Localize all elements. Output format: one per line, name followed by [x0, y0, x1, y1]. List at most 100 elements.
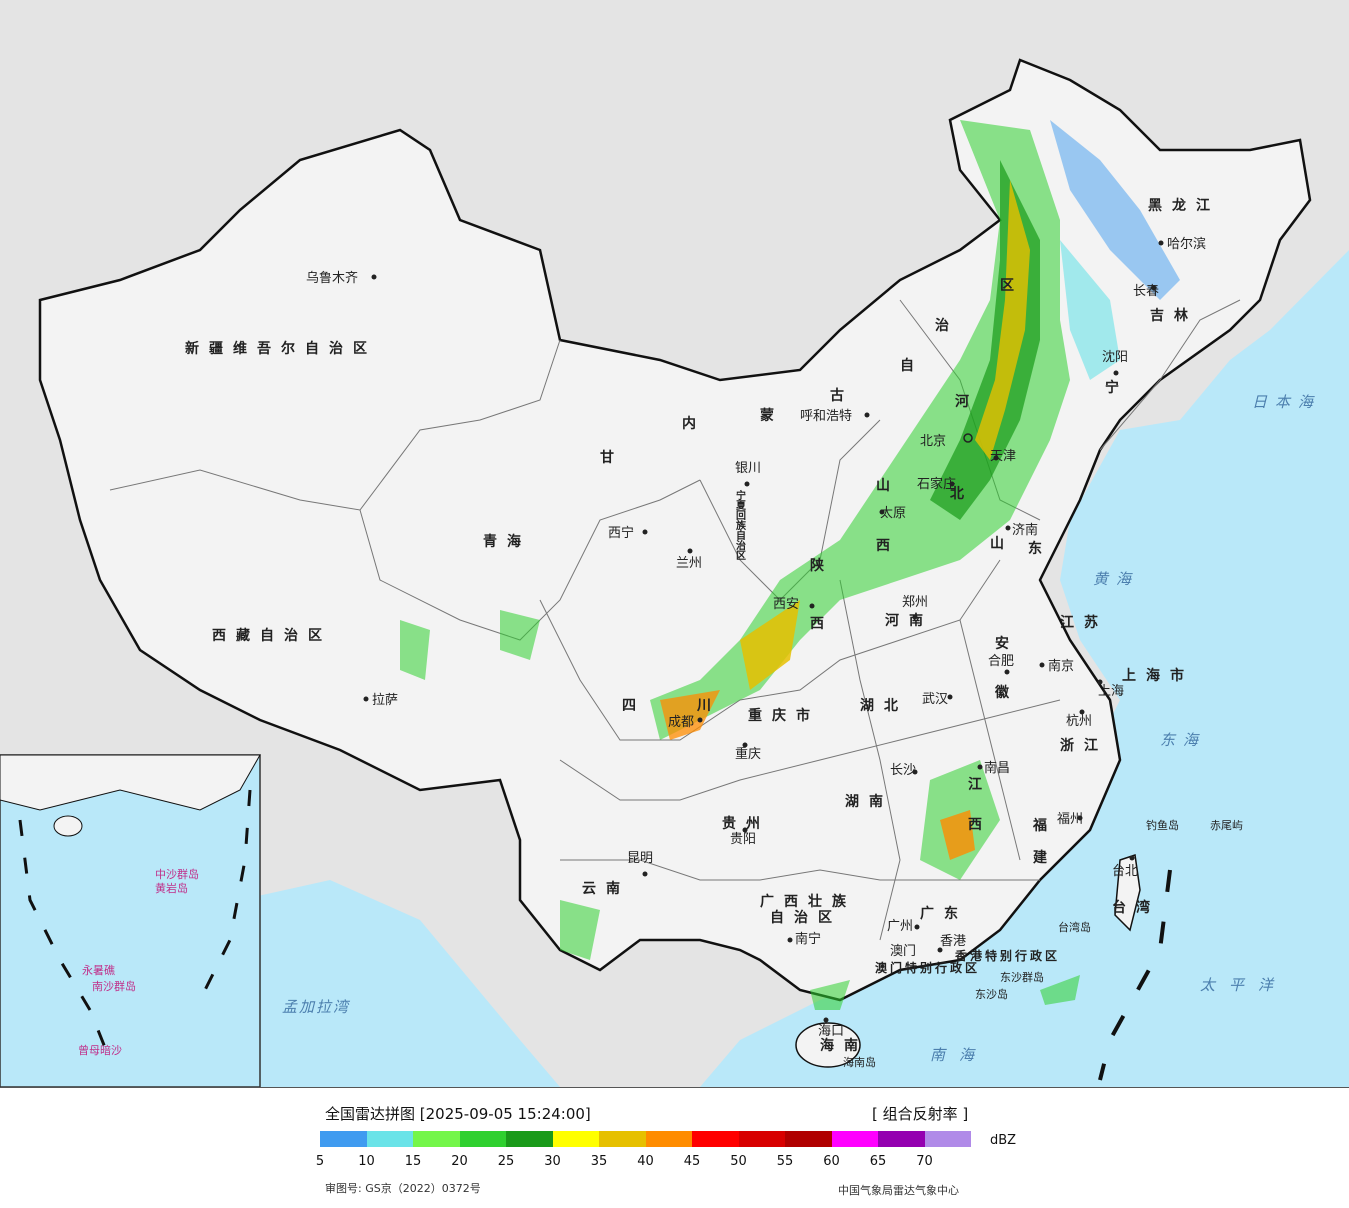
city-hongkong: 香港 [940, 934, 966, 949]
color-swatch [878, 1131, 925, 1147]
label-xizang: 西藏自治区 [212, 627, 332, 644]
city-beijing: 北京 [920, 434, 946, 449]
label-jilin: 吉林 [1150, 307, 1198, 324]
city-xian: 西安 [773, 597, 799, 612]
label-meng: 蒙 [760, 407, 784, 424]
color-scale-ticks: 5 10 15 20 25 30 35 40 45 50 55 60 65 70 [316, 1154, 1020, 1172]
label-si: 四 [622, 698, 646, 714]
island-hainan: 海南岛 [843, 1055, 876, 1069]
label-shan-dong-1: 山 [990, 536, 1014, 552]
label-hui: 徽 [994, 684, 1019, 701]
label-jiangxi-xi: 西 [968, 817, 992, 833]
island-taiwan: 台湾岛 [1058, 920, 1091, 934]
scale-tick-label: 40 [637, 1154, 654, 1169]
city-lhasa: 拉萨 [372, 693, 398, 708]
scale-tick-label: 45 [683, 1154, 701, 1169]
label-hk-sar: 香港特别行政区 [954, 948, 1060, 963]
color-scale-bar [320, 1131, 971, 1147]
data-credit: 中国气象局雷达气象中心 [838, 1184, 959, 1197]
island-huangyan: 黄岩岛 [155, 881, 188, 895]
island-dongsha-qd: 东沙群岛 [1000, 970, 1044, 984]
island-zengmu: 曾母暗沙 [78, 1043, 122, 1057]
label-bei: 北 [950, 486, 974, 502]
sea-japan: 日本海 [1252, 393, 1321, 411]
island-chiwei: 赤尾屿 [1210, 819, 1243, 832]
city-xining: 西宁 [608, 525, 634, 541]
label-shan: 山 [876, 478, 900, 494]
city-dots [363, 240, 1164, 1023]
legend-title: 全国雷达拼图 [2025-09-05 15:24:00] [325, 1105, 591, 1123]
scale-tick-label: 5 [315, 1154, 325, 1169]
scale-tick-label: 25 [497, 1154, 515, 1169]
scale-tick-label: 70 [916, 1154, 933, 1169]
label-he: 河 [955, 393, 979, 410]
map-canvas: 新疆维吾尔自治区 西藏自治区 青海 甘 内 蒙 古 自 治 区 黑龙江 吉林 宁… [0, 0, 1349, 1087]
city-hefei: 合肥 [988, 654, 1014, 669]
label-henan: 河南 [885, 612, 933, 629]
legend-panel: 全国雷达拼图 [2025-09-05 15:24:00] [ 组合反射率 ] 5… [0, 1088, 1349, 1208]
city-changsha: 长沙 [890, 763, 916, 778]
south-china-sea-inset [0, 754, 261, 1087]
city-tianjin: 天津 [990, 449, 1016, 464]
legend-unit: dBZ [990, 1133, 1017, 1148]
label-shanghai-shi: 上海市 [1122, 667, 1194, 684]
label-qinghai: 青海 [483, 533, 531, 550]
hainan-island [795, 1022, 861, 1068]
city-chongqing: 重庆 [735, 746, 761, 762]
sea-bengal: 孟加拉湾 [282, 998, 351, 1016]
label-zi: 自 [900, 357, 924, 374]
label-guangdong: 广东 [920, 905, 968, 922]
city-kunming: 昆明 [627, 851, 653, 866]
city-nanning: 南宁 [795, 931, 821, 947]
color-swatch [552, 1131, 599, 1147]
label-fu: 福 [1032, 817, 1057, 834]
city-wuhan: 武汉 [922, 692, 948, 707]
city-fuzhou: 福州 [1057, 812, 1083, 827]
label-nei: 内 [682, 415, 706, 432]
bay-of-bengal [240, 880, 560, 1087]
city-taipei: 台北 [1112, 864, 1138, 879]
sea-yellow: 黄海 [1093, 570, 1139, 588]
scale-tick-label: 15 [404, 1154, 422, 1169]
city-nanchang: 南昌 [984, 760, 1010, 776]
label-liaoning: 宁 [1105, 379, 1129, 396]
city-jinan: 济南 [1012, 522, 1038, 538]
label-hubei: 湖北 [860, 698, 908, 714]
city-taiyuan: 太原 [880, 506, 906, 521]
city-yinchuan: 银川 [735, 461, 761, 476]
label-guangxi: 广西壮族 [760, 893, 856, 910]
label-macau-sar: 澳门特别行政区 [875, 960, 980, 975]
label-ningxia: 宁夏回族自治区 [734, 489, 747, 560]
label-zhejiang: 浙江 [1060, 737, 1108, 754]
label-shaan: 陕 [810, 557, 834, 574]
label-chongqing: 重庆市 [748, 707, 820, 724]
sea-south: 南海 [930, 1046, 988, 1064]
city-shenyang: 沈阳 [1102, 350, 1128, 365]
sea-pacific: 太平洋 [1200, 976, 1287, 994]
color-swatch [366, 1131, 413, 1147]
label-chuan: 川 [696, 698, 721, 714]
city-nanjing: 南京 [1048, 658, 1074, 674]
label-qu: 区 [1000, 278, 1024, 294]
color-swatch [599, 1131, 646, 1147]
color-swatch [413, 1131, 460, 1147]
color-swatch [785, 1131, 832, 1147]
color-swatch [459, 1131, 506, 1147]
city-haikou: 海口 [818, 1024, 844, 1039]
scale-tick-label: 30 [544, 1154, 561, 1169]
color-swatch [738, 1131, 785, 1147]
color-swatch [320, 1131, 367, 1147]
city-zhengzhou: 郑州 [902, 595, 928, 610]
east-sea [700, 250, 1349, 1087]
label-shaanxi-xi: 西 [810, 616, 834, 632]
province-borders [109, 299, 1241, 941]
label-jiangsu: 江苏 [1060, 614, 1108, 631]
label-guangxi-zzq: 自治区 [770, 909, 842, 926]
city-hangzhou: 杭州 [1066, 714, 1092, 729]
island-diaoyu: 钓鱼岛 [1146, 818, 1179, 832]
label-yunnan: 云南 [582, 880, 630, 897]
legend-product: [ 组合反射率 ] [872, 1105, 969, 1123]
label-taiwan: 台湾 [1112, 899, 1160, 916]
city-shanghai: 上海 [1098, 684, 1124, 699]
label-xi: 西 [876, 538, 900, 554]
